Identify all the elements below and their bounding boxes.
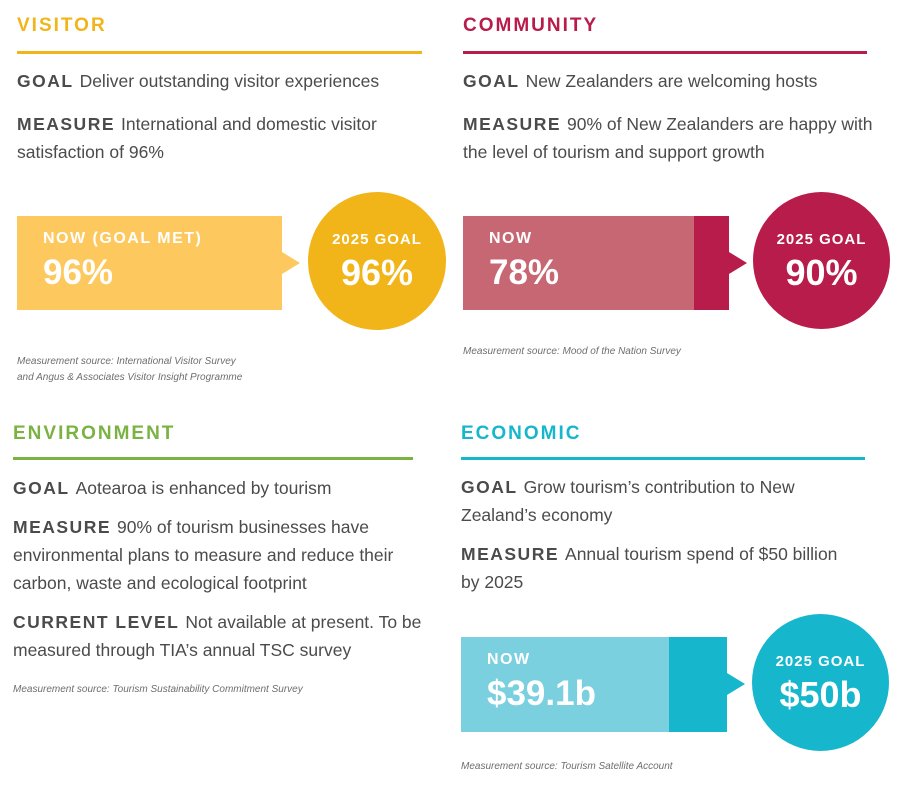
- environment-current: CURRENT LEVEL Not available at present. T…: [13, 608, 433, 664]
- measure-keyword: MEASURE: [13, 517, 112, 537]
- environment-measure: MEASURE 90% of tourism businesses have en…: [13, 513, 423, 597]
- measure-keyword: MEASURE: [463, 114, 562, 134]
- visitor-heading: VISITOR: [17, 15, 107, 36]
- visitor-rule: [17, 51, 422, 54]
- environment-source: Measurement source: Tourism Sustainabili…: [13, 684, 303, 695]
- visitor-goal-label: 2025 GOAL: [332, 231, 422, 248]
- visitor-goal-text: Deliver outstanding visitor experiences: [79, 71, 380, 91]
- economic-goal-label: 2025 GOAL: [775, 653, 866, 670]
- community-now-bar-fill: [463, 216, 694, 310]
- community-rule: [463, 51, 867, 54]
- environment-goal: GOAL Aotearoa is enhanced by tourism: [13, 474, 428, 502]
- community-now-label: NOW: [489, 230, 533, 247]
- community-goal: GOAL New Zealanders are welcoming hosts: [463, 67, 873, 95]
- economic-now-value: $39.1b: [487, 674, 596, 713]
- community-goal-text: New Zealanders are welcoming hosts: [525, 71, 818, 91]
- community-now-bar: [463, 216, 729, 310]
- visitor-goal-value: 96%: [340, 252, 414, 293]
- community-arrow: [729, 252, 747, 274]
- economic-goal: GOAL Grow tourism’s contribution to New Z…: [461, 473, 821, 529]
- environment-current-text: Not available at present. To be measured…: [13, 612, 422, 660]
- economic-measure-text: Annual tourism spend of $50 billion by 2…: [461, 544, 838, 592]
- environment-heading: ENVIRONMENT: [13, 423, 176, 444]
- visitor-now-value: 96%: [43, 253, 114, 292]
- community-goal-circle: 2025 GOAL 90%: [753, 192, 890, 329]
- economic-now-label: NOW: [487, 651, 531, 668]
- visitor-now-label: NOW (GOAL MET): [43, 230, 203, 247]
- economic-goal-text: Grow tourism’s contribution to New Zeala…: [461, 477, 795, 525]
- economic-now-bar-fill: [461, 637, 669, 732]
- visitor-source: Measurement source: International Visito…: [17, 354, 317, 386]
- environment-rule: [13, 457, 413, 460]
- community-now-value: 78%: [489, 253, 560, 292]
- economic-arrow: [727, 673, 745, 695]
- economic-now-bar: [461, 637, 727, 732]
- visitor-goal: GOAL Deliver outstanding visitor experien…: [17, 67, 427, 95]
- economic-rule: [461, 457, 865, 460]
- community-measure-text: 90% of New Zealanders are happy with the…: [463, 114, 873, 162]
- economic-heading: ECONOMIC: [461, 423, 582, 444]
- community-heading: COMMUNITY: [463, 15, 599, 36]
- economic-goal-value: $50b: [779, 674, 862, 715]
- visitor-source-line1: Measurement source: International Visito…: [17, 356, 236, 367]
- goal-keyword: GOAL: [17, 71, 74, 91]
- visitor-measure: MEASURE International and domestic visito…: [17, 110, 427, 166]
- visitor-goal-circle: 2025 GOAL 96%: [308, 192, 446, 330]
- current-level-keyword: CURRENT LEVEL: [13, 612, 180, 632]
- goal-keyword: GOAL: [461, 477, 518, 497]
- visitor-source-line2: and Angus & Associates Visitor Insight P…: [17, 372, 243, 383]
- goal-keyword: GOAL: [463, 71, 520, 91]
- goal-keyword: GOAL: [13, 478, 70, 498]
- environment-measure-text: 90% of tourism businesses have environme…: [13, 517, 394, 593]
- community-goal-value: 90%: [785, 252, 858, 293]
- visitor-now-bar: [17, 216, 282, 310]
- economic-goal-circle: 2025 GOAL $50b: [752, 614, 889, 751]
- community-measure: MEASURE 90% of New Zealanders are happy w…: [463, 110, 873, 166]
- visitor-now-bar-fill: [17, 216, 282, 310]
- environment-goal-text: Aotearoa is enhanced by tourism: [75, 478, 332, 498]
- economic-source: Measurement source: Tourism Satellite Ac…: [461, 761, 673, 772]
- measure-keyword: MEASURE: [17, 114, 116, 134]
- economic-measure: MEASURE Annual tourism spend of $50 billi…: [461, 540, 856, 596]
- visitor-measure-text: International and domestic visitor satis…: [17, 114, 377, 162]
- visitor-arrow: [282, 252, 300, 274]
- measure-keyword: MEASURE: [461, 544, 560, 564]
- community-source: Measurement source: Mood of the Nation S…: [463, 346, 681, 357]
- community-goal-label: 2025 GOAL: [776, 231, 867, 248]
